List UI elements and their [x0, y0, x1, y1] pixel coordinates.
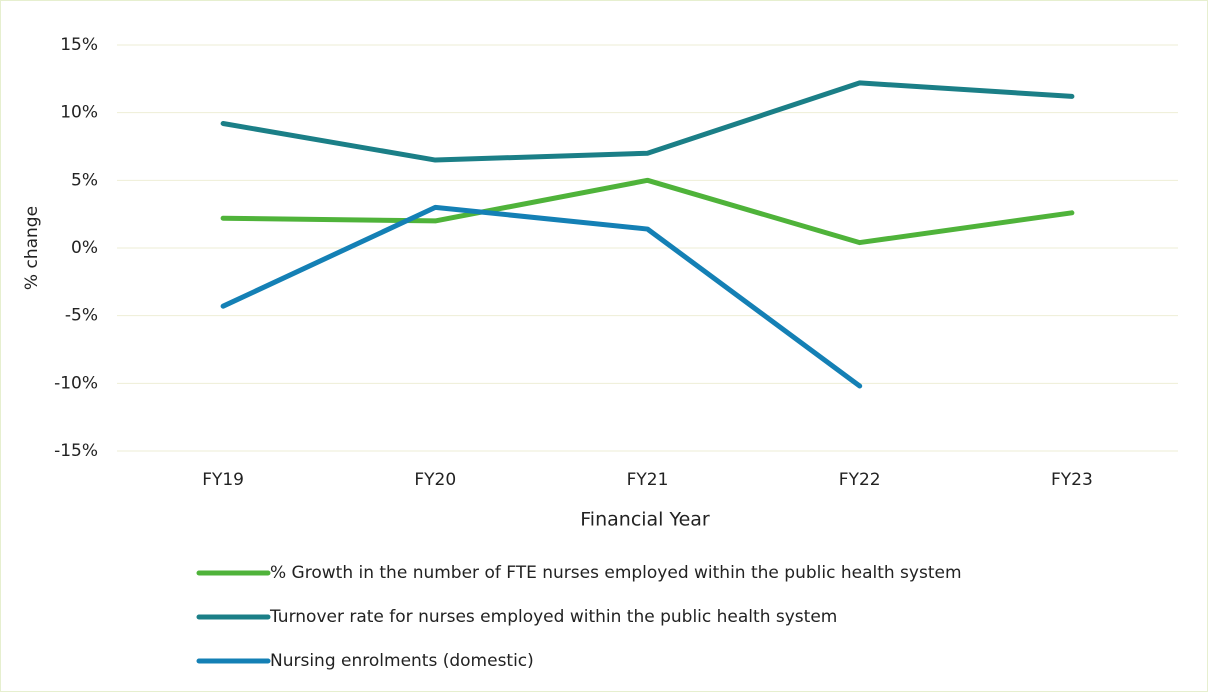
x-tick-label: FY20: [414, 470, 456, 490]
y-tick-label: -5%: [65, 306, 98, 326]
legend-label: Nursing enrolments (domestic): [270, 651, 534, 671]
y-tick-label: 0%: [71, 238, 98, 258]
series-line: [220, 177, 1075, 246]
y-tick-label: 15%: [60, 35, 98, 55]
x-tick-label: FY19: [202, 470, 244, 490]
x-tick-label: FY22: [839, 470, 881, 490]
y-tick-label: -10%: [54, 373, 98, 393]
y-axis-title: % change: [22, 206, 42, 290]
x-tick-label: FY23: [1051, 470, 1093, 490]
y-tick-label: 5%: [71, 170, 98, 190]
legend-label: Turnover rate for nurses employed within…: [269, 607, 837, 627]
y-tick-label: 10%: [60, 103, 98, 123]
y-tick-label: -15%: [54, 441, 98, 461]
series-line: [220, 204, 863, 389]
x-axis-title: Financial Year: [580, 509, 710, 531]
legend-label: % Growth in the number of FTE nurses emp…: [270, 563, 962, 583]
series-line: [220, 80, 1075, 163]
x-tick-label: FY21: [627, 470, 669, 490]
